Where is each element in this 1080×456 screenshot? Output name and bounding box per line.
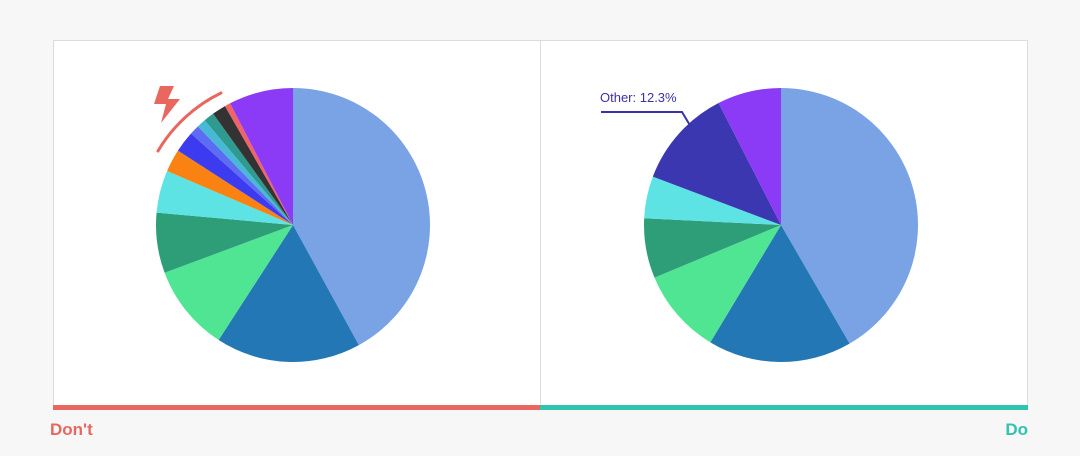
pie-dont-slice-5 <box>156 171 293 225</box>
pie-do-slice-4 <box>644 218 781 278</box>
pie-do-slice-1 <box>781 88 918 344</box>
pie-dont-slice-2 <box>218 225 359 362</box>
pie-do-slice-2 <box>710 225 850 363</box>
pie-do-slice-3 <box>654 225 781 343</box>
pie-dont-slice-1 <box>293 88 430 346</box>
pie-dont-slice-11 <box>213 106 293 225</box>
dont-label: Don't <box>50 420 93 439</box>
pie-dont-slice-6 <box>167 150 293 225</box>
pie-dont-slices <box>156 88 430 362</box>
other-slice-callout: Other: 12.3% <box>600 90 677 105</box>
pie-dont-slice-10 <box>204 113 293 225</box>
pie-dont-slice-8 <box>191 126 293 225</box>
do-accent-bar <box>540 405 1028 410</box>
pie-do-slice-7 <box>718 88 781 225</box>
pie-dont-slice-4 <box>156 212 293 273</box>
pie-dont-slice-3 <box>164 225 293 341</box>
pie-do-slices <box>644 88 918 363</box>
dont-accent-bar <box>53 405 540 410</box>
panel-divider <box>540 40 541 407</box>
warning-arc <box>156 91 223 153</box>
pie-dont-slice-13 <box>230 88 293 225</box>
pie-dont-slice-12 <box>224 103 293 225</box>
pie-do-slice-5 <box>644 176 781 225</box>
callout-leader-line <box>601 111 692 128</box>
pie-do-slice-6 <box>652 103 781 225</box>
pie-dont-slice-9 <box>197 120 293 225</box>
do-label: Do <box>1005 420 1028 439</box>
pie-dont-slice-7 <box>177 133 293 225</box>
lightning-bolt-icon <box>154 86 180 123</box>
